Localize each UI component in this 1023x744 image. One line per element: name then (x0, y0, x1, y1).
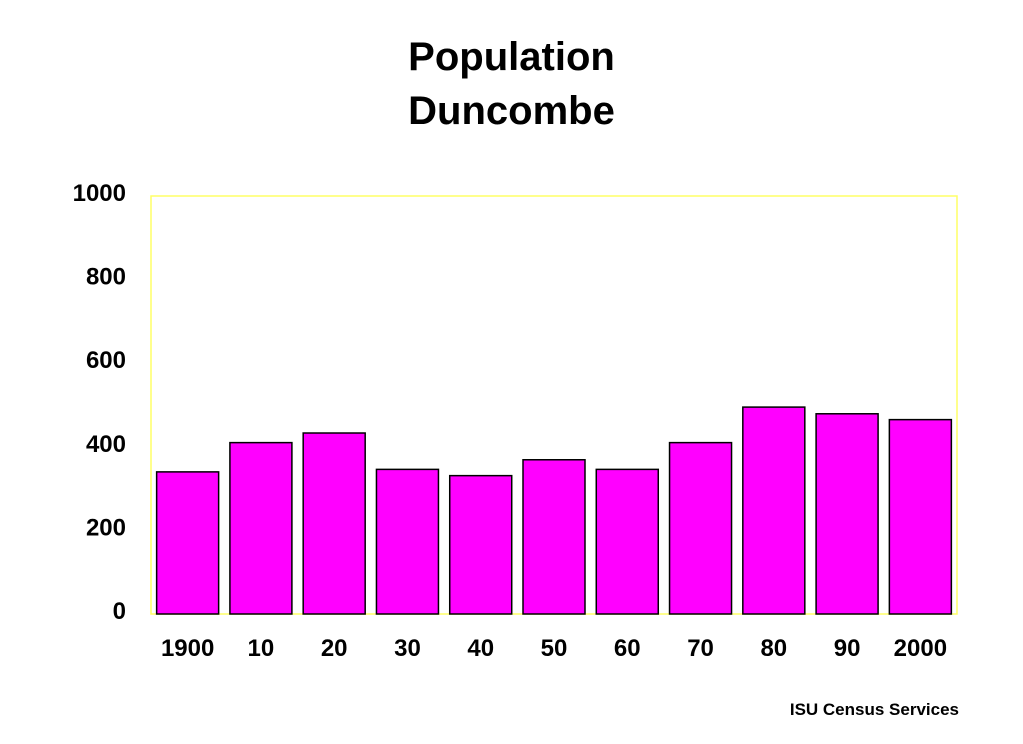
bar (815, 413, 879, 615)
bars (155, 406, 953, 615)
bar (742, 406, 806, 615)
x-tick-label: 10 (248, 635, 275, 662)
bar (522, 459, 586, 615)
x-tick-label: 20 (321, 635, 348, 662)
x-tick-label: 1900 (161, 635, 214, 662)
y-tick-label: 400 (86, 431, 126, 458)
x-tick-label: 80 (760, 635, 787, 662)
x-tick-label: 2000 (894, 635, 947, 662)
bar (668, 441, 733, 615)
x-tick-label: 30 (394, 635, 421, 662)
chart-subtitle: Duncombe (408, 89, 615, 133)
x-tick-label: 70 (687, 635, 714, 662)
y-tick-label: 200 (86, 514, 126, 541)
chart-title-block: Population Duncombe (0, 30, 1023, 138)
x-tick-label: 90 (834, 635, 861, 662)
bar (595, 468, 660, 615)
x-tick-label: 50 (541, 635, 568, 662)
bar (229, 441, 293, 615)
bar (448, 474, 513, 615)
bar (155, 471, 220, 615)
x-tick-label: 40 (467, 635, 494, 662)
y-tick-label: 1000 (73, 180, 126, 207)
y-tick-label: 800 (86, 264, 126, 291)
bar (375, 468, 440, 615)
x-axis-ticks: 1900 10 20 30 40 50 60 70 80 90 2000 (161, 635, 947, 662)
chart-title: Population (408, 35, 615, 79)
y-axis-ticks: 0 200 400 600 800 1000 (73, 180, 126, 625)
y-tick-label: 600 (86, 347, 126, 374)
bar (888, 418, 953, 615)
x-tick-label: 60 (614, 635, 641, 662)
source-credit: ISU Census Services (789, 700, 959, 719)
bar (302, 432, 366, 615)
y-tick-label: 0 (113, 598, 126, 625)
